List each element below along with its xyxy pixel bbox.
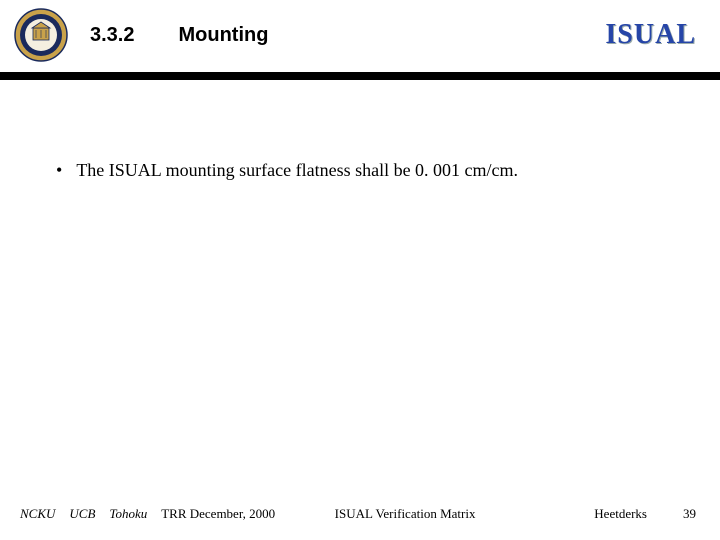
university-seal-icon [14, 8, 68, 62]
section-title: Mounting [178, 24, 268, 47]
footer-page-number: 39 [683, 506, 696, 522]
footer-center: ISUAL Verification Matrix [335, 506, 476, 522]
bullet-text: The ISUAL mounting surface flatness shal… [76, 160, 518, 181]
isual-logo: ISUAL [605, 19, 700, 51]
header-divider [0, 72, 720, 80]
bullet-item: • The ISUAL mounting surface flatness sh… [56, 160, 680, 181]
footer-inst-tohoku: Tohoku [109, 506, 147, 522]
footer-doc: TRR December, 2000 [161, 506, 275, 522]
footer-inst-ncku: NCKU [20, 506, 55, 522]
slide-footer: NCKU UCB Tohoku TRR December, 2000 ISUAL… [0, 506, 720, 522]
slide-header: 3.3.2 Mounting ISUAL [0, 0, 720, 72]
footer-inst-ucb: UCB [69, 506, 95, 522]
bullet-marker: • [56, 160, 62, 181]
slide-content: • The ISUAL mounting surface flatness sh… [0, 80, 720, 181]
section-number: 3.3.2 [90, 24, 134, 47]
footer-author: Heetderks [594, 506, 647, 522]
